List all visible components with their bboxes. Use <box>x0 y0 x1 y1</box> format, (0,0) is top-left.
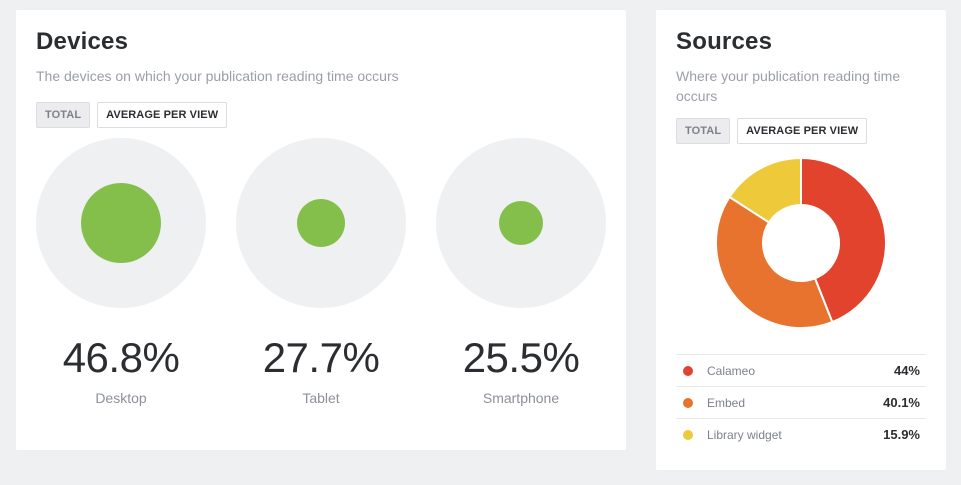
devices-subtitle: The devices on which your publication re… <box>36 68 399 84</box>
legend-color-dot <box>683 365 693 376</box>
legend-value: 15.9% <box>883 427 920 442</box>
legend-color-dot <box>683 397 693 408</box>
sources-total-button[interactable]: TOTAL <box>676 118 731 144</box>
device-usage-dot <box>81 183 161 263</box>
device-ring <box>236 138 406 308</box>
legend-color-dot <box>683 429 693 440</box>
sources-title: Sources <box>676 28 773 55</box>
device-ring <box>36 138 206 308</box>
sources-subtitle: Where your publication reading time occu… <box>676 68 901 104</box>
sources-donut-chart <box>716 158 886 328</box>
sources-toggle: TOTAL AVERAGE PER VIEW <box>676 118 868 144</box>
device-usage-dot <box>499 201 543 245</box>
device-desktop: 46.8% Desktop <box>36 138 206 406</box>
legend-row-library-widget: Library widget 15.9% <box>676 418 926 450</box>
legend-row-calameo: Calameo 44% <box>676 354 926 386</box>
devices-total-button[interactable]: TOTAL <box>36 102 91 128</box>
device-percent: 25.5% <box>462 334 580 381</box>
device-percent: 46.8% <box>62 334 180 381</box>
device-label: Tablet <box>302 390 340 406</box>
legend-row-embed: Embed 40.1% <box>676 386 926 418</box>
legend-value: 40.1% <box>883 395 920 410</box>
device-label: Desktop <box>95 390 147 406</box>
device-ring <box>436 138 606 308</box>
legend-label: Embed <box>707 395 746 410</box>
device-label: Smartphone <box>482 390 560 406</box>
devices-average-per-view-button[interactable]: AVERAGE PER VIEW <box>97 102 228 128</box>
donut-slice-embed[interactable] <box>716 195 834 328</box>
devices-title: Devices <box>36 28 129 55</box>
sources-average-per-view-button[interactable]: AVERAGE PER VIEW <box>737 118 868 144</box>
device-tablet: 27.7% Tablet <box>236 138 406 406</box>
sources-card: Sources Where your publication reading t… <box>656 10 946 470</box>
device-percent: 27.7% <box>262 334 380 381</box>
device-smartphone: 25.5% Smartphone <box>436 138 606 406</box>
donut-slice-library-widget[interactable] <box>728 158 802 224</box>
legend-label: Calameo <box>707 363 756 378</box>
donut-slice-calameo[interactable] <box>800 158 886 324</box>
devices-card: Devices The devices on which your public… <box>16 10 626 450</box>
device-usage-dot <box>297 199 345 247</box>
legend-label: Library widget <box>707 427 782 442</box>
legend-value: 44% <box>893 363 920 378</box>
devices-toggle: TOTAL AVERAGE PER VIEW <box>36 102 228 128</box>
sources-legend: Calameo 44% Embed 40.1% Library widget 1… <box>676 354 926 450</box>
